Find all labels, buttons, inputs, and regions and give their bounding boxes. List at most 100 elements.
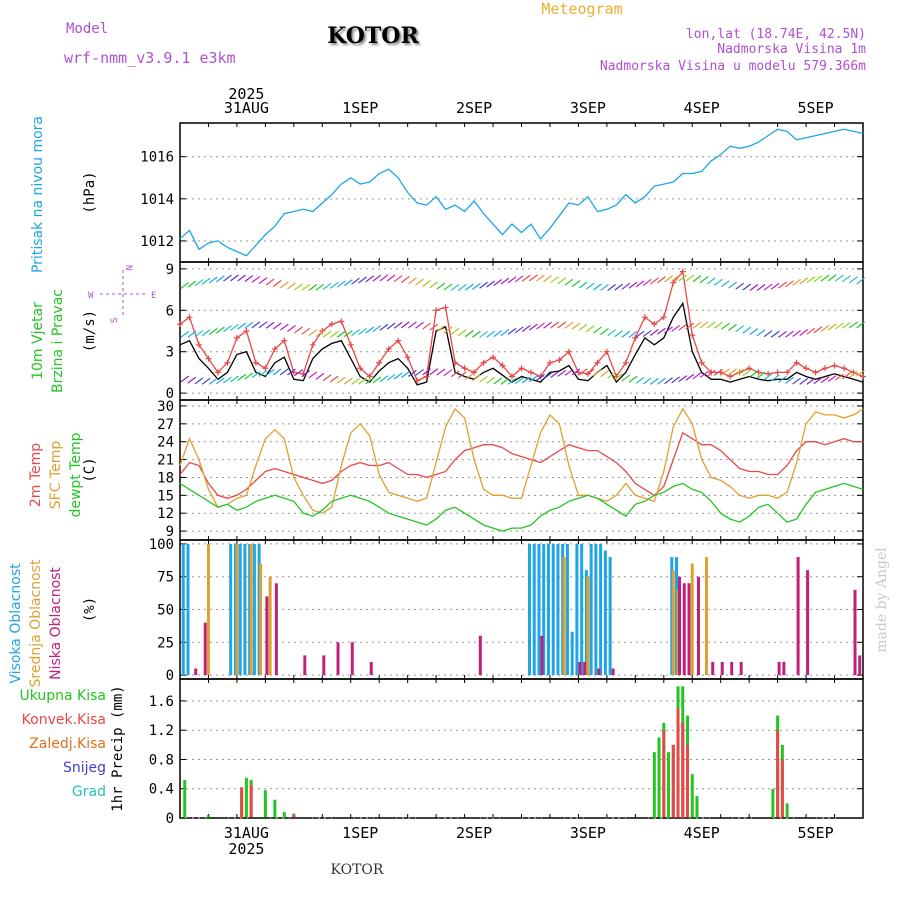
top-day-label: 5SEP: [798, 99, 834, 117]
wind-arrow: [344, 377, 353, 385]
wind-arrow: [493, 377, 503, 385]
subtitle: Meteogram: [541, 0, 622, 18]
wind-arrow: [557, 369, 567, 377]
wind-arrow: [415, 368, 424, 376]
bottom-day-label: 1SEP: [342, 824, 378, 842]
bar-cloud_mid: [690, 563, 694, 676]
legend-label: Zaledj.Kisa: [29, 736, 106, 752]
wind-arrow: [649, 329, 659, 337]
panel-wind: 0 3 6 9 (m/s) 10m Vjetar Brzina i Pravac W E N S: [30, 261, 866, 402]
wind-arrow: [301, 327, 311, 335]
bar-precip_total: [273, 799, 277, 818]
y-tick-label: 12: [157, 506, 174, 522]
wind-arrow: [735, 368, 745, 376]
wind-arrow: [585, 368, 595, 376]
wind-arrow: [464, 372, 474, 380]
bar-cloud_low: [274, 583, 278, 676]
wind-arrow: [336, 280, 346, 288]
wind-arrow: [671, 324, 681, 332]
wind-arrow: [756, 329, 766, 337]
model-name: wrf-nmm_v3.9.1 e3km: [64, 49, 236, 67]
bar-cloud_mid: [562, 557, 566, 676]
wind-arrow: [763, 330, 773, 338]
bar-cloud_low: [611, 668, 615, 676]
wind-arrow: [372, 274, 382, 282]
wind-arrow: [799, 277, 809, 285]
series-label: SFC Temp: [48, 441, 64, 510]
gust-marker: [271, 345, 278, 352]
wind-arrow: [699, 321, 709, 329]
wind-arrow: [827, 274, 837, 282]
y-tick-label: 0: [166, 668, 174, 684]
wind-arrow: [386, 274, 396, 282]
wind-arrow: [607, 329, 616, 337]
wind-arrow: [486, 280, 496, 288]
bar-precip_total: [785, 803, 789, 818]
wind-arrow: [856, 369, 865, 377]
wind-arrow: [472, 282, 481, 290]
wind-arrow: [500, 329, 510, 337]
wind-arrow: [642, 377, 652, 385]
wind-arrow: [386, 322, 396, 330]
wind-arrow: [294, 283, 303, 291]
gust-marker: [527, 369, 534, 376]
y-tick-label: 75: [157, 570, 174, 586]
top-year-label: 2025: [228, 85, 264, 103]
wind-arrow: [749, 328, 759, 336]
wind-arrow: [358, 377, 367, 385]
y-tick-label: 50: [157, 603, 174, 619]
wind-arrow: [685, 373, 695, 381]
wind-arrow: [521, 325, 531, 332]
wind-arrow: [393, 275, 403, 283]
bar-cloud_low: [696, 576, 700, 676]
compass-rose: W E N S: [88, 265, 156, 323]
panel-pressure: 1012 1014 1016 (hPa) Pritisak na nivou mora: [30, 116, 864, 273]
wind-arrow: [336, 330, 346, 338]
gust-marker: [679, 268, 686, 275]
wind-arrow: [657, 276, 666, 284]
wind-arrow: [649, 377, 659, 385]
wind-arrow: [564, 368, 574, 376]
bar-cloud_high: [565, 543, 569, 676]
y-tick-label: 24: [157, 435, 174, 451]
wind-arrow: [408, 369, 417, 377]
wind-arrow: [585, 325, 595, 333]
bar-precip_conv: [676, 708, 680, 818]
wind-arrow: [358, 276, 367, 284]
wind-arrow: [265, 368, 275, 376]
wind-arrow: [393, 321, 403, 329]
y-tick-label: 1012: [140, 234, 174, 250]
wind-arrow: [536, 274, 545, 282]
bar-cloud_low: [782, 661, 786, 676]
wind-arrow: [201, 377, 211, 385]
wind-arrow: [507, 377, 517, 385]
legend-label: Ukupna Kisa: [19, 688, 106, 704]
bar-precip_total: [771, 788, 775, 818]
bar-cloud_low: [597, 668, 601, 676]
wind-arrow: [315, 283, 325, 291]
panel-clouds: 0 25 50 75 100 (%) Visoka Oblacnost Srednja Obl…: [8, 537, 864, 687]
wind-arrow: [742, 369, 752, 377]
wind-arrow: [500, 277, 510, 285]
bar-precip_total: [183, 779, 187, 818]
y-tick-label: 6: [166, 303, 174, 319]
gust-marker: [594, 359, 601, 366]
unit-label: 1hr Precip (mm): [110, 685, 126, 811]
wind-arrow: [778, 281, 787, 289]
bar-cloud_high: [575, 543, 579, 676]
wind-arrow: [756, 371, 766, 379]
wind-arrow: [621, 282, 631, 290]
unit-label: (hPa): [82, 171, 98, 213]
y-tick-label: 21: [157, 453, 174, 469]
wind-arrow: [486, 330, 496, 338]
wind-arrow: [849, 370, 858, 378]
wind-arrow: [443, 326, 453, 334]
gust-marker: [328, 321, 335, 328]
wind-arrow: [600, 327, 609, 335]
wind-arrow: [657, 327, 666, 335]
gust-marker: [670, 279, 677, 286]
wind-arrow: [493, 330, 503, 338]
wind-arrow: [372, 376, 382, 384]
wind-arrow: [728, 323, 737, 331]
